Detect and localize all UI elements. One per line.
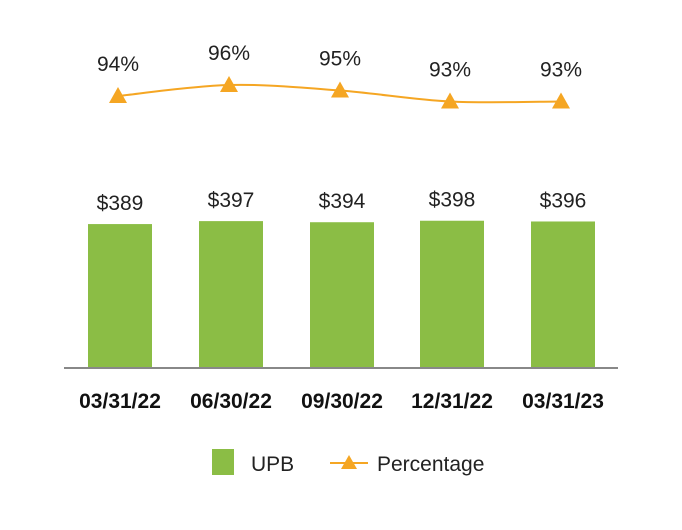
percentage-markers [109, 76, 570, 109]
x-tick-label: 12/31/22 [411, 390, 493, 413]
bar-value-label: $394 [319, 190, 366, 213]
bars-layer [88, 220, 595, 368]
percentage-value-label: 96% [208, 42, 250, 65]
percentage-value-label: 94% [97, 53, 139, 76]
percentage-marker [441, 92, 459, 109]
legend-upb-swatch [212, 449, 234, 475]
bar-4 [531, 221, 595, 368]
percentage-value-label: 93% [540, 59, 582, 82]
legend: UPB Percentage [212, 449, 484, 476]
x-tick-label: 06/30/22 [190, 390, 272, 413]
bar-value-label: $398 [429, 189, 476, 212]
percentage-marker [331, 81, 349, 98]
bar-1 [199, 221, 263, 368]
x-tick-label: 03/31/22 [79, 390, 161, 413]
legend-upb-label: UPB [251, 453, 294, 476]
x-tick-labels: 03/31/22 06/30/22 09/30/22 12/31/22 03/31/23 [79, 390, 604, 413]
bar-2 [310, 222, 374, 368]
legend-percentage-label: Percentage [377, 453, 484, 476]
bar-labels-layer: $389 $397 $394 $398 $396 [97, 189, 587, 215]
bar-0 [88, 224, 152, 368]
percentage-value-label: 95% [319, 48, 361, 71]
percentage-marker [109, 87, 127, 103]
bar-value-label: $389 [97, 192, 144, 215]
percentage-marker [552, 92, 570, 109]
legend-percentage-marker [341, 455, 357, 469]
percentage-value-label: 93% [429, 59, 471, 82]
x-tick-label: 09/30/22 [301, 390, 383, 413]
bar-3 [420, 220, 484, 368]
percentage-marker [220, 76, 238, 92]
x-tick-label: 03/31/23 [522, 390, 604, 413]
bar-value-label: $396 [540, 189, 587, 212]
bar-value-label: $397 [208, 189, 255, 212]
percentage-labels-layer: 94% 96% 95% 93% 93% [97, 42, 582, 82]
